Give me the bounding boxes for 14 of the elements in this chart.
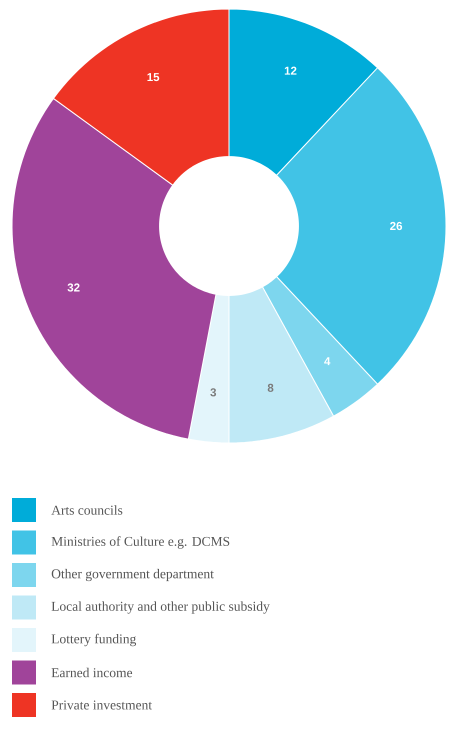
data-label: 32 xyxy=(68,283,80,292)
legend-label: Other government department xyxy=(52,568,214,582)
data-label: 3 xyxy=(210,388,216,396)
data-label: 8 xyxy=(268,384,274,392)
data-label: 26 xyxy=(390,222,402,230)
legend-label: Private investment xyxy=(52,700,152,710)
legend-label: Ministries of Culture e.g. DCMS xyxy=(52,536,230,549)
legend-label: Lottery funding xyxy=(52,634,136,646)
data-label: 15 xyxy=(147,73,160,82)
legend-label: Earned income xyxy=(52,668,132,678)
data-label: 4 xyxy=(324,357,330,366)
legend-label: Local authority and other public subsidy xyxy=(52,601,270,614)
legend-label: Arts councils xyxy=(51,505,122,515)
data-label: 12 xyxy=(284,66,296,75)
